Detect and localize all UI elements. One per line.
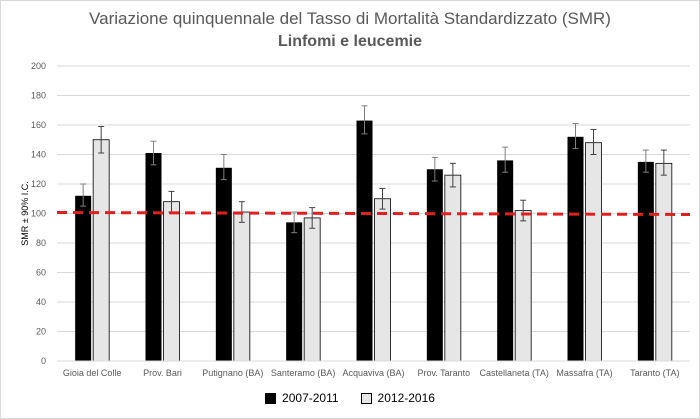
bar-series-2-3	[303, 217, 321, 362]
bar-series-1-0	[75, 195, 92, 361]
y-tick-label-5: 100	[31, 209, 46, 219]
x-tick-label-7: Massafra (TA)	[556, 368, 612, 378]
legend-swatch-series-2	[360, 392, 372, 404]
legend-label-series-1: 2007-2011	[282, 391, 339, 405]
y-tick-label-1: 20	[36, 327, 46, 337]
y-tick-label-9: 180	[31, 91, 46, 101]
bar-series-1-7	[567, 136, 584, 361]
y-tick-label-3: 60	[36, 268, 46, 278]
chart-subtitle: Linfomi e leucemie	[277, 33, 423, 50]
bar-series-1-2	[215, 167, 232, 361]
y-tick-label-0: 0	[41, 356, 46, 366]
bar-series-2-7	[585, 142, 602, 362]
x-tick-label-1: Prov. Bari	[143, 368, 182, 378]
y-tick-label-8: 160	[31, 120, 46, 130]
x-tick-label-5: Prov. Taranto	[417, 368, 470, 378]
y-tick-label-4: 80	[36, 238, 46, 248]
bar-series-1-6	[497, 160, 514, 361]
legend-item-series-1: 2007-2011	[265, 391, 339, 405]
bar-series-2-8	[655, 162, 673, 362]
x-tick-label-8: Taranto (TA)	[630, 368, 679, 378]
bar-series-2-0	[92, 139, 110, 362]
bar-series-2-2	[233, 211, 251, 362]
bar-series-1-8	[637, 161, 654, 361]
bar-series-2-4	[374, 198, 391, 362]
y-tick-label-10: 200	[31, 61, 46, 71]
y-tick-label-2: 40	[36, 297, 46, 307]
x-tick-label-6: Castellaneta (TA)	[479, 368, 548, 378]
chart-legend: 2007-2011 2012-2016	[0, 391, 700, 405]
bar-series-2-6	[514, 210, 532, 362]
bar-series-2-5	[444, 174, 462, 362]
bar-series-1-3	[286, 222, 303, 361]
reference-line	[56, 211, 691, 216]
x-tick-label-0: Gioia del Colle	[63, 368, 122, 378]
bar-series-1-4	[356, 120, 373, 361]
bar-series-1-5	[426, 169, 443, 361]
y-axis-label: SMR ± 90% I.C.	[20, 181, 30, 245]
x-tick-label-4: Acquaviva (BA)	[342, 368, 404, 378]
legend-item-series-2: 2012-2016	[360, 391, 435, 405]
y-tick-label-6: 120	[31, 179, 46, 189]
y-tick-label-7: 140	[31, 150, 46, 160]
bar-series-1-1	[145, 153, 162, 361]
chart-title: Variazione quinquennale del Tasso di Mor…	[89, 9, 611, 28]
x-tick-label-2: Putignano (BA)	[202, 368, 263, 378]
legend-label-series-2: 2012-2016	[377, 391, 435, 405]
x-tick-label-3: Santeramo (BA)	[271, 368, 336, 378]
legend-swatch-series-1	[265, 392, 277, 404]
bar-series-2-1	[163, 201, 180, 362]
